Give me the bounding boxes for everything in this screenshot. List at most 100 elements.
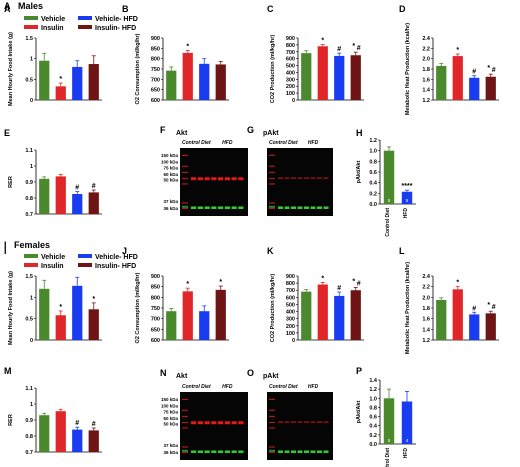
legend-swatch-vehicle: [24, 16, 38, 20]
bar-vehicle-hfd: [72, 429, 83, 452]
bar-insulin: [317, 46, 328, 100]
blot-label-control: Control Diet: [269, 140, 298, 146]
ladder-band: [182, 207, 188, 210]
bar-insulin: [55, 176, 66, 214]
y-tick-label: 850: [151, 285, 160, 291]
legend-label-vehicle-hfd: Vehicle- HFD: [95, 254, 138, 261]
bar-insulin-hfd: [350, 55, 361, 100]
y-tick-label: 700: [151, 77, 160, 83]
panel-letter-B: B: [122, 4, 129, 14]
bar-insulin: [182, 291, 193, 340]
y-tick-label: 1.6: [422, 317, 430, 323]
loading-control-band: [304, 450, 309, 453]
y-tick-label: 300: [286, 77, 295, 83]
y-tick-label: 800: [151, 295, 160, 301]
protein-band: [323, 421, 329, 424]
bar-insulin-hfd: [88, 430, 99, 452]
y-tick-label: 1.8: [422, 306, 430, 312]
panel-letter-K: K: [267, 246, 274, 256]
ladder-band: [269, 171, 275, 173]
blot-label-hfd: HFD: [222, 384, 233, 390]
blot-label-hfd: HFD: [222, 140, 233, 146]
loading-control-band: [317, 450, 322, 453]
loading-control-band: [191, 450, 197, 453]
protein-band: [297, 421, 303, 424]
chart-I: I 0 0.5 1 1.5 Mean Hourly Food Intake (g) * *: [4, 246, 102, 345]
n-label: 4: [406, 438, 409, 443]
y-tick-label: 0.6: [369, 170, 377, 176]
bar-vehicle-hfd: [199, 311, 210, 340]
bar-insulin: [452, 289, 463, 340]
y-tick-label: 600: [286, 295, 295, 301]
y-tick-label: 1: [30, 57, 33, 63]
y-tick-label: 1.2: [369, 387, 377, 393]
y-tick-label: 850: [151, 46, 160, 52]
loading-control-band: [231, 206, 237, 209]
significance-mark: *: [352, 278, 355, 285]
loading-control-band: [191, 206, 197, 209]
y-tick-label: 0.8: [25, 196, 33, 202]
bar-insulin-hfd: [215, 64, 226, 100]
blot-label-control: Control Diet: [182, 384, 211, 390]
significance-mark: *: [321, 275, 324, 282]
protein-band: [197, 421, 203, 425]
loading-control-band: [204, 206, 210, 209]
ladder-band: [269, 409, 275, 411]
legend-swatch-insulin-hfd: [78, 263, 92, 267]
protein-band: [224, 421, 230, 425]
ladder-band: [182, 154, 188, 156]
loading-control-band: [284, 206, 290, 209]
panel-letter-L: L: [399, 246, 405, 256]
kda-marker: 100 kDa: [161, 404, 179, 409]
kda-marker: 50 kDa: [163, 421, 178, 426]
x-tick-label: Control Diet: [385, 208, 391, 237]
ladder-band: [182, 451, 188, 454]
bar-insulin: [182, 52, 193, 100]
ladder-band: [269, 177, 275, 180]
kda-marker: 50 kDa: [163, 177, 178, 182]
bar-insulin-hfd: [88, 192, 99, 214]
bar-vehicle: [166, 311, 177, 340]
x-tick-label: HFD: [403, 208, 409, 219]
y-axis-label: CO2 Production (ml/kg/hr): [270, 35, 276, 104]
legend-label-insulin: Insulin: [41, 263, 64, 270]
bar-vehicle-hfd: [199, 63, 210, 100]
bar-hfd: [401, 401, 413, 444]
kda-marker: 60 kDa: [163, 416, 178, 421]
legend-swatch-vehicle-hfd: [78, 254, 92, 258]
protein-band: [317, 421, 322, 424]
loading-control-band: [284, 450, 290, 453]
y-tick-label: 2.0: [422, 295, 430, 301]
kda-marker: 150 kDa: [161, 397, 179, 402]
significance-mark: *: [92, 296, 95, 303]
bar-vehicle: [39, 288, 50, 340]
chart-P: P 0.0 0.2 0.4 0.6 0.8 1.0 1.2 1.4 pAkt/Akt 5 Contro…: [356, 366, 416, 467]
ladder-band: [269, 415, 275, 417]
y-tick-label: 0.7: [25, 212, 33, 218]
significance-mark: ****: [402, 183, 413, 190]
y-tick-label: 1.1: [25, 148, 33, 154]
bar-vehicle-hfd: [334, 295, 345, 340]
legend-label-vehicle: Vehicle: [41, 254, 65, 261]
protein-band: [204, 177, 210, 181]
bar-vehicle: [39, 60, 50, 100]
bar-insulin: [452, 56, 463, 100]
y-tick-label: 0.4: [369, 424, 378, 430]
bar-insulin: [55, 315, 66, 340]
significance-mark: #: [337, 46, 341, 53]
protein-band: [191, 177, 197, 181]
protein-band: [211, 177, 217, 181]
bar-vehicle: [39, 415, 50, 452]
y-tick-label: 1.8: [422, 67, 430, 73]
y-tick-label: 0.6: [369, 415, 377, 421]
blot-label-control: Control Diet: [269, 384, 298, 390]
y-tick-label: 0.0: [369, 442, 377, 448]
n-label: 5: [388, 198, 391, 203]
ladder-band: [182, 171, 188, 173]
bar-insulin: [317, 284, 328, 340]
y-tick-label: 1.1: [25, 386, 33, 392]
y-tick-label: 1.2: [369, 138, 377, 144]
bar-insulin: [55, 86, 66, 100]
loading-control-band: [224, 206, 230, 209]
